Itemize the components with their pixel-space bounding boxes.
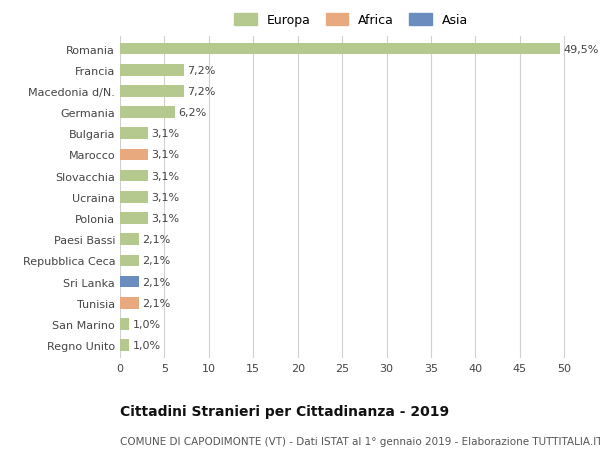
Bar [120, 234, 139, 246]
Bar [120, 170, 148, 182]
Text: 1,0%: 1,0% [133, 319, 161, 329]
Text: COMUNE DI CAPODIMONTE (VT) - Dati ISTAT al 1° gennaio 2019 - Elaborazione TUTTIT: COMUNE DI CAPODIMONTE (VT) - Dati ISTAT … [120, 436, 600, 446]
Bar [120, 128, 148, 140]
Bar [120, 340, 129, 351]
Bar [120, 191, 148, 203]
Text: 2,1%: 2,1% [142, 235, 170, 245]
Text: Cittadini Stranieri per Cittadinanza - 2019: Cittadini Stranieri per Cittadinanza - 2… [120, 404, 449, 418]
Bar [120, 297, 139, 309]
Text: 3,1%: 3,1% [151, 171, 179, 181]
Bar [120, 86, 184, 97]
Text: 6,2%: 6,2% [179, 108, 207, 118]
Text: 3,1%: 3,1% [151, 192, 179, 202]
Text: 2,1%: 2,1% [142, 277, 170, 287]
Bar [120, 213, 148, 224]
Bar [120, 44, 560, 55]
Legend: Europa, Africa, Asia: Europa, Africa, Asia [234, 14, 468, 27]
Bar [120, 319, 129, 330]
Text: 7,2%: 7,2% [188, 87, 216, 97]
Text: 3,1%: 3,1% [151, 150, 179, 160]
Text: 3,1%: 3,1% [151, 129, 179, 139]
Text: 1,0%: 1,0% [133, 340, 161, 350]
Text: 2,1%: 2,1% [142, 298, 170, 308]
Text: 49,5%: 49,5% [563, 45, 599, 55]
Text: 3,1%: 3,1% [151, 213, 179, 224]
Bar [120, 255, 139, 267]
Bar [120, 149, 148, 161]
Text: 7,2%: 7,2% [188, 66, 216, 76]
Bar [120, 107, 175, 118]
Bar [120, 276, 139, 288]
Bar [120, 65, 184, 76]
Text: 2,1%: 2,1% [142, 256, 170, 266]
